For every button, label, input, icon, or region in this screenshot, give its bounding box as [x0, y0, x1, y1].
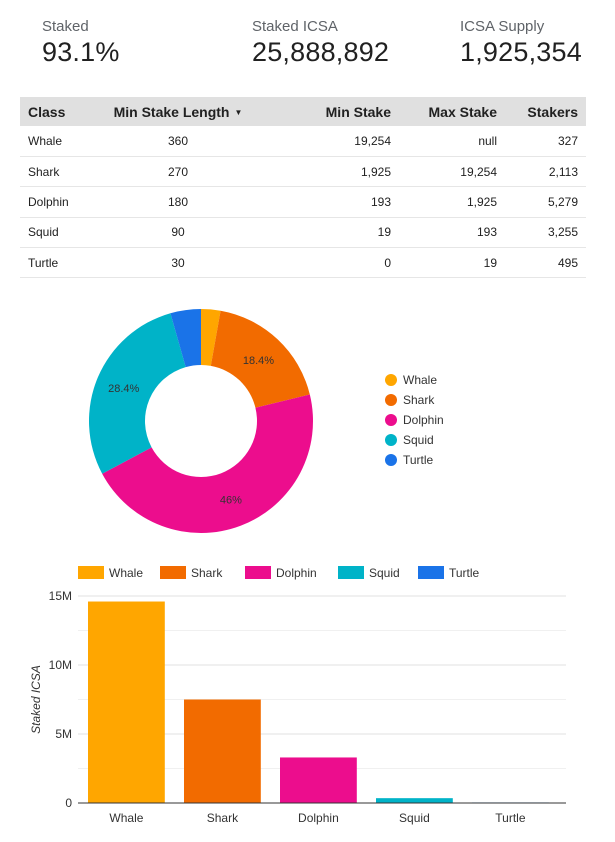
table-row: Turtle 30 0 19 495	[20, 247, 586, 279]
cell-max-stake: 19	[399, 247, 505, 279]
y-tick-label: 0	[65, 796, 72, 810]
kpi-label: ICSA Supply	[460, 18, 545, 35]
legend-label-dolphin: Dolphin	[403, 413, 444, 427]
legend-marker-turtle	[385, 454, 397, 466]
x-tick-label: Squid	[399, 811, 430, 825]
x-tick-label: Turtle	[495, 811, 526, 825]
y-tick-label: 15M	[49, 589, 72, 603]
cell-stakers: 3,255	[505, 217, 586, 249]
legend-label-turtle: Turtle	[403, 453, 434, 467]
legend-marker-shark	[385, 394, 397, 406]
sort-desc-icon[interactable]: ▼	[234, 108, 243, 118]
legend-swatch-whale	[78, 566, 104, 579]
table-row: Whale 360 19,254 null 327	[20, 126, 586, 157]
table-row: Dolphin 180 193 1,925 5,279	[20, 186, 586, 218]
legend-label-turtle: Turtle	[449, 566, 480, 580]
cell-min-stake: 1,925	[254, 156, 399, 188]
class-table: Class Min Stake Length ▼ Min Stake Max St…	[20, 97, 586, 279]
bar-chart: Whale Shark Dolphin Squid Turtle 0 5M 10M 15M Sta…	[29, 566, 566, 825]
x-tick-label: Dolphin	[298, 811, 339, 825]
x-tick-label: Shark	[207, 811, 239, 825]
donut-slice-shark[interactable]	[210, 310, 310, 408]
legend-label-whale: Whale	[403, 373, 437, 387]
legend-label-squid: Squid	[369, 566, 400, 580]
bar-whale[interactable]	[88, 601, 165, 803]
kpi-value: 1,925,354	[460, 37, 582, 67]
cell-min-stake-length: 90	[102, 217, 254, 249]
cell-min-stake-length: 180	[102, 186, 254, 218]
table-row: Shark 270 1,925 19,254 2,113	[20, 156, 586, 188]
cell-max-stake: null	[399, 126, 505, 157]
bar-shark[interactable]	[184, 699, 261, 804]
cell-stakers: 5,279	[505, 186, 586, 218]
column-header-stakers[interactable]: Stakers	[505, 97, 586, 126]
donut-slice-squid[interactable]	[88, 313, 186, 474]
legend-label-whale: Whale	[109, 566, 143, 580]
legend-swatch-turtle	[418, 566, 444, 579]
column-header-min-stake-length[interactable]: Min Stake Length ▼	[102, 97, 254, 126]
kpi-icsa-supply: ICSA Supply 1,925,354	[460, 18, 582, 68]
x-tick-label: Whale	[109, 811, 143, 825]
cell-stakers: 327	[505, 126, 586, 157]
cell-min-stake-length: 270	[102, 156, 254, 188]
kpi-staked: Staked 93.1%	[42, 18, 120, 68]
bar-dolphin[interactable]	[280, 757, 357, 803]
cell-class: Turtle	[20, 247, 102, 279]
donut-slice-label-squid: 28.4%	[108, 383, 139, 395]
legend-swatch-dolphin	[245, 566, 271, 579]
kpi-value: 25,888,892	[252, 37, 390, 67]
kpi-staked-icsa: Staked ICSA 25,888,892	[252, 18, 389, 68]
legend-marker-dolphin	[385, 414, 397, 426]
cell-max-stake: 1,925	[399, 186, 505, 218]
donut-chart: 18.4% 46% 28.4% Whale Shark Dolphin Squid Turtl…	[88, 309, 444, 534]
table-row: Squid 90 19 193 3,255	[20, 217, 586, 249]
donut-slice-whale[interactable]	[201, 309, 221, 366]
legend-swatch-shark	[160, 566, 186, 579]
legend-label-shark: Shark	[191, 566, 223, 580]
y-tick-label: 10M	[49, 658, 72, 672]
legend-marker-whale	[385, 374, 397, 386]
cell-min-stake: 0	[254, 247, 399, 279]
legend-marker-squid	[385, 434, 397, 446]
y-axis-title: Staked ICSA	[29, 665, 43, 734]
cell-class: Dolphin	[20, 186, 102, 218]
cell-class: Squid	[20, 217, 102, 249]
cell-class: Shark	[20, 156, 102, 188]
y-tick-label: 5M	[55, 727, 72, 741]
cell-max-stake: 19,254	[399, 156, 505, 188]
donut-slice-dolphin[interactable]	[102, 394, 313, 534]
legend-label-shark: Shark	[403, 393, 435, 407]
table-header-row: Class Min Stake Length ▼ Min Stake Max St…	[20, 97, 586, 126]
donut-slice-turtle[interactable]	[170, 309, 201, 368]
cell-min-stake-length: 30	[102, 247, 254, 279]
cell-class: Whale	[20, 126, 102, 157]
legend-swatch-squid	[338, 566, 364, 579]
cell-min-stake: 19	[254, 217, 399, 249]
donut-slice-label-shark: 18.4%	[243, 355, 274, 367]
kpi-label: Staked	[42, 18, 89, 35]
legend-label-squid: Squid	[403, 433, 434, 447]
cell-min-stake: 19,254	[254, 126, 399, 157]
cell-min-stake-length: 360	[102, 126, 254, 157]
donut-slice-label-dolphin: 46%	[220, 494, 242, 506]
cell-stakers: 2,113	[505, 156, 586, 188]
bar-squid[interactable]	[376, 798, 453, 803]
column-header-class[interactable]: Class	[20, 97, 102, 126]
kpi-label: Staked ICSA	[252, 18, 338, 35]
legend-label-dolphin: Dolphin	[276, 566, 317, 580]
cell-stakers: 495	[505, 247, 586, 279]
column-header-min-stake[interactable]: Min Stake	[254, 97, 399, 126]
cell-max-stake: 193	[399, 217, 505, 249]
column-header-max-stake[interactable]: Max Stake	[399, 97, 505, 126]
kpi-value: 93.1%	[42, 37, 120, 67]
cell-min-stake: 193	[254, 186, 399, 218]
